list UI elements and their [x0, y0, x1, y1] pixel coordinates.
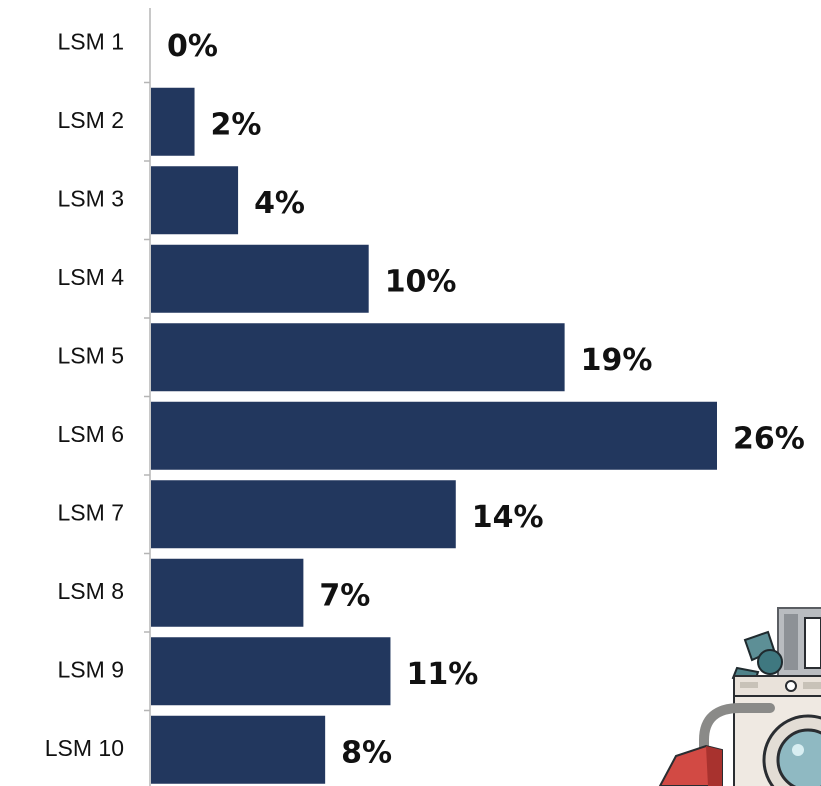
category-label: LSM 5 [58, 342, 124, 368]
category-label: LSM 1 [58, 28, 124, 54]
data-label: 4% [254, 186, 305, 221]
category-label: LSM 8 [58, 578, 124, 604]
bar-lsm-3 [151, 166, 239, 235]
data-label: 2% [211, 107, 262, 142]
axis [144, 8, 151, 786]
data-label: 26% [733, 421, 805, 456]
bars [151, 87, 717, 784]
data-label: 10% [385, 264, 457, 299]
bar-lsm-9 [151, 637, 391, 706]
value-labels: 0% 2% 4% 10% 19% 26% 14% 7% 11% 8% [167, 29, 805, 771]
bar-lsm-5 [151, 323, 565, 392]
data-label: 8% [341, 735, 392, 770]
data-label: 19% [581, 343, 653, 378]
data-label: 0% [167, 29, 218, 64]
data-label: 14% [472, 500, 544, 535]
category-label: LSM 6 [58, 421, 124, 447]
category-label: LSM 10 [45, 735, 124, 761]
bar-lsm-10 [151, 715, 326, 784]
data-label: 7% [319, 578, 370, 613]
bar-lsm-4 [151, 244, 369, 313]
home-appliances-icon [658, 607, 821, 786]
category-label: LSM 3 [58, 185, 124, 211]
category-label: LSM 9 [58, 656, 124, 682]
category-label: LSM 4 [58, 264, 125, 290]
bar-lsm-6 [151, 401, 717, 470]
data-label: 11% [406, 657, 478, 692]
bar-lsm-8 [151, 558, 304, 627]
category-label: LSM 7 [58, 499, 124, 525]
bar-lsm-2 [151, 87, 195, 156]
category-labels: LSM 1 LSM 2 LSM 3 LSM 4 LSM 5 LSM 6 LSM 7 LSM 8… [45, 28, 124, 761]
bar-lsm-7 [151, 480, 456, 549]
category-label: LSM 2 [58, 107, 124, 133]
